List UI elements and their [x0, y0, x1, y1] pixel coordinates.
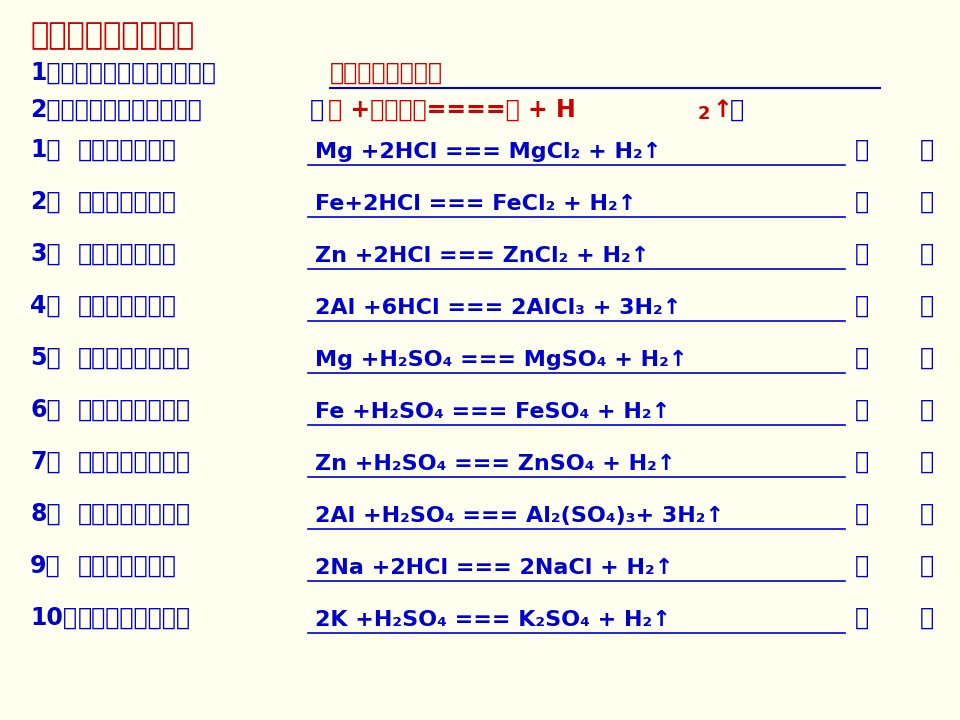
Text: Mg +H₂SO₄ === MgSO₄ + H₂↑: Mg +H₂SO₄ === MgSO₄ + H₂↑ [315, 350, 687, 370]
Text: （: （ [855, 502, 869, 526]
Text: 铁与稀硫酸反应：: 铁与稀硫酸反应： [78, 398, 191, 422]
Text: ）: ） [920, 294, 934, 318]
Text: 9）: 9） [30, 554, 60, 578]
Text: （: （ [855, 242, 869, 266]
Text: Fe+2HCl === FeCl₂ + H₂↑: Fe+2HCl === FeCl₂ + H₂↑ [315, 194, 636, 214]
Text: 2Al +H₂SO₄ === Al₂(SO₄)₃+ 3H₂↑: 2Al +H₂SO₄ === Al₂(SO₄)₃+ 3H₂↑ [315, 506, 724, 526]
Text: （: （ [855, 294, 869, 318]
Text: ）: ） [920, 242, 934, 266]
Text: 2: 2 [698, 105, 710, 123]
Text: 铝与稀硫酸反应：: 铝与稀硫酸反应： [78, 502, 191, 526]
Text: Zn +2HCl === ZnCl₂ + H₂↑: Zn +2HCl === ZnCl₂ + H₂↑ [315, 246, 649, 266]
Text: 镁与稀硫酸反应：: 镁与稀硫酸反应： [78, 346, 191, 370]
Text: （: （ [855, 190, 869, 214]
Text: 酸 +活泼金属====盐 + H: 酸 +活泼金属====盐 + H [328, 98, 576, 122]
Text: （: （ [855, 138, 869, 162]
Text: ）: ） [920, 346, 934, 370]
Text: Zn +H₂SO₄ === ZnSO₄ + H₂↑: Zn +H₂SO₄ === ZnSO₄ + H₂↑ [315, 454, 676, 474]
Text: 2K +H₂SO₄ === K₂SO₄ + H₂↑: 2K +H₂SO₄ === K₂SO₄ + H₂↑ [315, 610, 671, 630]
Text: 2Na +2HCl === 2NaCl + H₂↑: 2Na +2HCl === 2NaCl + H₂↑ [315, 558, 673, 578]
Text: 4）: 4） [30, 294, 60, 318]
Text: 2）: 2） [30, 190, 60, 214]
Text: ）: ） [920, 502, 934, 526]
Text: 铝与盐酸反应：: 铝与盐酸反应： [78, 294, 177, 318]
Text: 6）: 6） [30, 398, 60, 422]
Text: 钠与盐酸反应：: 钠与盐酸反应： [78, 554, 177, 578]
Text: 一、酸的化学性质：: 一、酸的化学性质： [30, 21, 194, 50]
Text: 3）: 3） [30, 242, 60, 266]
Text: （: （ [855, 554, 869, 578]
Text: 镁与盐酸反应：: 镁与盐酸反应： [78, 138, 177, 162]
Text: ）: ） [730, 98, 744, 122]
Text: ）: ） [920, 138, 934, 162]
Text: （: （ [855, 346, 869, 370]
Text: 1、酸与指示剂的反应：即：: 1、酸与指示剂的反应：即： [30, 61, 216, 85]
Text: ）: ） [920, 450, 934, 474]
Text: 5）: 5） [30, 346, 60, 370]
Text: 2、酸与活泼金属的反应：: 2、酸与活泼金属的反应： [30, 98, 202, 122]
Text: （: （ [855, 450, 869, 474]
Text: Mg +2HCl === MgCl₂ + H₂↑: Mg +2HCl === MgCl₂ + H₂↑ [315, 142, 661, 162]
Text: ）: ） [920, 554, 934, 578]
Text: ↑: ↑ [712, 98, 732, 122]
Text: ）: ） [920, 190, 934, 214]
Text: 锌与盐酸反应：: 锌与盐酸反应： [78, 242, 177, 266]
Text: （: （ [855, 606, 869, 630]
Text: ）: ） [920, 398, 934, 422]
Text: ）: ） [920, 606, 934, 630]
Text: 1）: 1） [30, 138, 60, 162]
Text: 7）: 7） [30, 450, 60, 474]
Text: 铁与盐酸反应：: 铁与盐酸反应： [78, 190, 177, 214]
Text: Fe +H₂SO₄ === FeSO₄ + H₂↑: Fe +H₂SO₄ === FeSO₄ + H₂↑ [315, 402, 670, 422]
Text: 10）: 10） [30, 606, 77, 630]
Text: 钾与稀硫酸反应：: 钾与稀硫酸反应： [78, 606, 191, 630]
Text: （: （ [855, 398, 869, 422]
Text: （: （ [310, 98, 324, 122]
Text: 石酸红，酚酸无。: 石酸红，酚酸无。 [330, 61, 443, 85]
Text: 锌与稀硫酸反应：: 锌与稀硫酸反应： [78, 450, 191, 474]
Text: 2Al +6HCl === 2AlCl₃ + 3H₂↑: 2Al +6HCl === 2AlCl₃ + 3H₂↑ [315, 298, 682, 318]
Text: 8）: 8） [30, 502, 60, 526]
